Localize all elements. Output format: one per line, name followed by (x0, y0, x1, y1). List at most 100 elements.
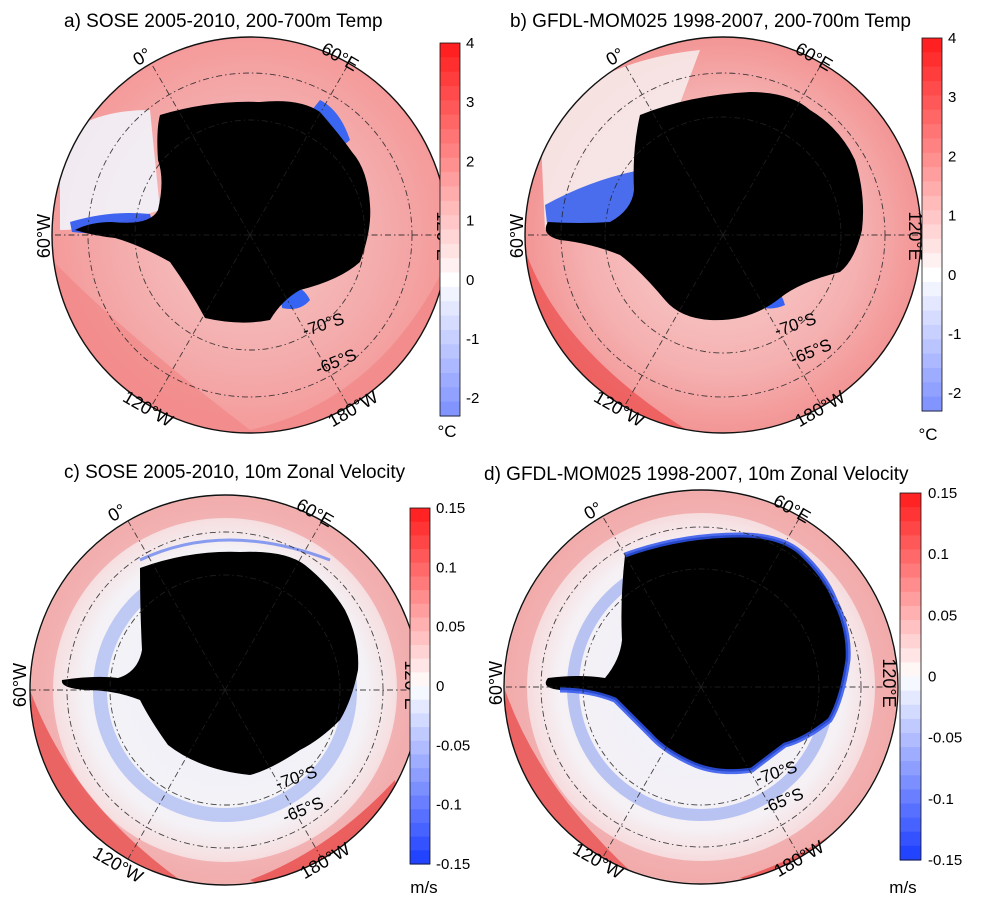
colorbar-swatch (440, 200, 460, 216)
panel-b-colorbar-unit: °C (918, 425, 937, 444)
colorbar-swatch (410, 713, 430, 728)
colorbar-swatch (922, 396, 942, 412)
colorbar-swatch (900, 662, 921, 678)
colorbar-swatch (440, 157, 460, 173)
colorbar-swatch (900, 817, 921, 833)
colorbar-swatch (440, 215, 460, 231)
colorbar-swatch (900, 831, 921, 847)
colorbar-swatch (900, 732, 921, 748)
colorbar-tick-label: -0.1 (928, 791, 954, 808)
colorbar-swatch (440, 143, 460, 159)
colorbar-swatch (922, 353, 942, 369)
colorbar-tick-label: 0.05 (928, 607, 957, 624)
colorbar-swatch (410, 836, 430, 851)
colorbar-swatch (900, 535, 921, 551)
colorbar-swatch (440, 329, 460, 345)
panel-a-antarctica (75, 101, 371, 323)
colorbar-tick-label: 3 (948, 89, 956, 106)
colorbar-tick-label: 0.15 (436, 500, 465, 517)
colorbar-swatch (900, 747, 921, 762)
colorbar-swatch (440, 129, 460, 145)
colorbar-swatch (922, 81, 942, 96)
colorbar-swatch (440, 172, 460, 188)
colorbar-swatch (410, 727, 430, 742)
colorbar-tick-label: 3 (466, 94, 474, 111)
colorbar-tick-label: 0.15 (928, 485, 957, 502)
colorbar-swatch (900, 648, 921, 663)
panel-d-colorbar-unit: m/s (889, 878, 916, 897)
panel-c-lon-60w: 60°W (10, 663, 30, 707)
colorbar-tick-label: -0.1 (436, 797, 462, 814)
colorbar-swatch (922, 109, 942, 125)
panel-d: d) GFDL-MOM025 1998-2007, 10m Zonal Velo… (484, 464, 962, 897)
colorbar-swatch (922, 267, 942, 283)
panel-c-graticule (30, 520, 420, 860)
colorbar-swatch (922, 210, 942, 226)
colorbar-swatch (440, 186, 460, 202)
colorbar-swatch (440, 258, 460, 274)
colorbar-tick-label: 0.05 (436, 619, 465, 636)
panel-d-map-rim (503, 489, 899, 885)
colorbar-frame (439, 42, 461, 417)
colorbar-swatch (900, 563, 921, 579)
colorbar-tick-label: 0 (436, 678, 444, 695)
colorbar-tick-label: 1 (948, 208, 956, 225)
colorbar-tick-label: 4 (948, 30, 956, 47)
panel-b-title: b) GFDL-MOM025 1998-2007, 200-700m Temp (510, 11, 911, 32)
colorbar-swatch (410, 768, 430, 783)
colorbar-swatch (440, 387, 460, 403)
colorbar-tick-label: -1 (948, 326, 961, 343)
panel-b-map-rim (524, 36, 922, 434)
panel-a-colorbar: 4 3 2 1 0 -1 -2 (439, 35, 479, 417)
colorbar-tick-label: 0 (948, 267, 956, 284)
colorbar-tick-label: 0.1 (928, 546, 949, 563)
colorbar-tick-label: -0.05 (436, 737, 470, 754)
colorbar-swatch (410, 617, 430, 632)
colorbar-swatch (410, 781, 430, 797)
panel-b-lon-60w: 60°W (507, 214, 527, 258)
colorbar-swatch (900, 493, 921, 508)
colorbar-swatch (900, 620, 921, 635)
colorbar-swatch (900, 803, 921, 819)
panel-a-title: a) SOSE 2005-2010, 200-700m Temp (64, 11, 383, 32)
colorbar-swatch (922, 324, 942, 340)
colorbar-tick-label: -0.15 (928, 852, 962, 869)
colorbar-swatch (900, 775, 921, 791)
panel-d-lon-120e: 120°E (879, 658, 899, 707)
panel-c-colorbar-unit: m/s (410, 878, 437, 897)
colorbar-swatch (410, 686, 430, 701)
panel-b: b) GFDL-MOM025 1998-2007, 200-700m Temp … (507, 11, 961, 444)
panel-b-colorbar: 4 3 2 1 0 -1 -2 (921, 30, 961, 412)
colorbar-swatch (922, 167, 942, 183)
panel-c: c) SOSE 2005-2010, 10m Zonal Velocity 0°… (10, 462, 470, 897)
colorbar-swatch (410, 672, 430, 687)
colorbar-tick-label: -0.05 (928, 730, 962, 747)
colorbar-swatch (922, 181, 942, 197)
colorbar-swatch (410, 603, 430, 619)
colorbar-swatch (922, 52, 942, 68)
colorbar-swatch (440, 57, 460, 73)
panel-b-map (525, 37, 921, 433)
colorbar-swatch (922, 310, 942, 326)
colorbar-swatch (922, 382, 942, 398)
panel-d-colorbar: 0.15 0.1 0.05 0 -0.05 -0.1 -0.15 (899, 485, 962, 869)
colorbar-swatch (922, 152, 942, 168)
colorbar-swatch (922, 95, 942, 111)
colorbar-swatch (440, 358, 460, 374)
colorbar-swatch (922, 238, 942, 254)
colorbar-swatch (440, 86, 460, 101)
colorbar-swatch (922, 281, 942, 297)
colorbar-swatch (922, 296, 942, 312)
colorbar-swatch (900, 690, 921, 706)
panel-a-map (52, 37, 448, 433)
colorbar-swatch (410, 590, 430, 605)
colorbar-swatch (900, 789, 921, 805)
colorbar-swatch (922, 367, 942, 383)
colorbar-swatch (900, 577, 921, 593)
colorbar-swatch (922, 253, 942, 269)
colorbar-swatch (410, 822, 430, 838)
colorbar-swatch (440, 344, 460, 360)
colorbar-tick-label: -1 (466, 331, 479, 348)
colorbar-swatch (410, 699, 430, 714)
